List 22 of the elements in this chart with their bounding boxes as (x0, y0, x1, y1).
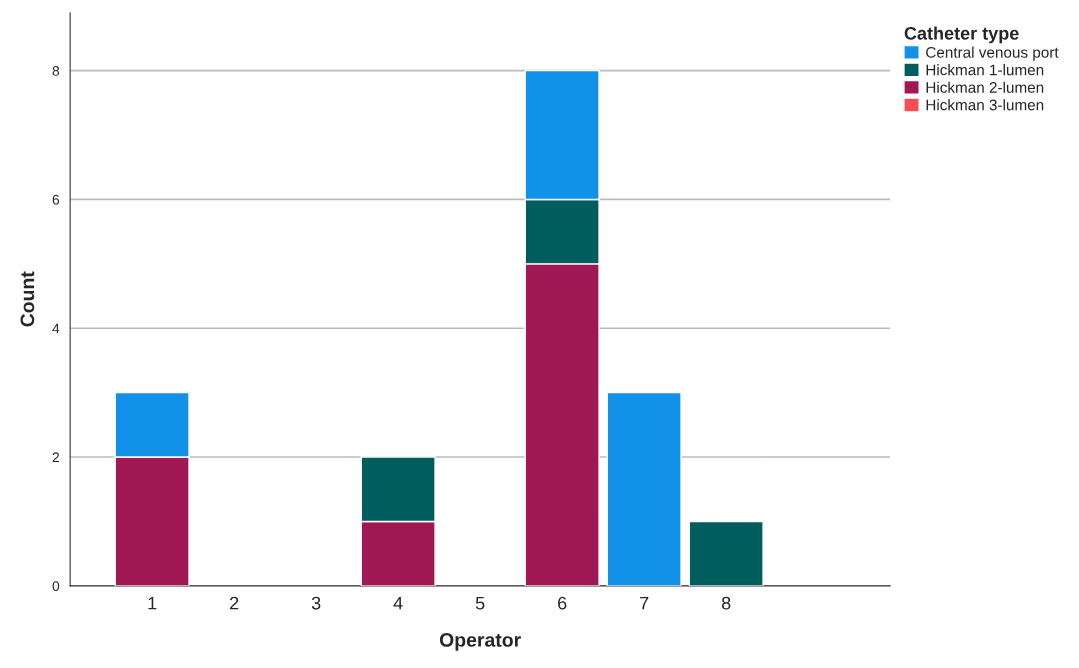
legend-label: Hickman 1-lumen (926, 64, 1044, 76)
y-tick-label: 0 (52, 581, 60, 592)
x-axis-title: Operator (439, 633, 521, 651)
y-tick-label: 4 (52, 323, 60, 334)
legend-title: Catheter type (904, 26, 1019, 44)
x-tick-label: 2 (230, 596, 239, 610)
y-tick-label: 6 (52, 194, 60, 205)
x-tick-label: 7 (640, 596, 649, 610)
bar (606, 391, 682, 586)
x-tick-label: 3 (311, 596, 321, 610)
x-tick-label: 8 (721, 596, 731, 610)
y-tick-label: 2 (52, 452, 60, 463)
bar (688, 520, 764, 586)
x-tick-label: 4 (393, 596, 403, 610)
legend-label: Central venous port (926, 46, 1059, 61)
legend-label: Hickman 3-lumen (926, 99, 1044, 111)
x-tick-label: 5 (475, 596, 485, 610)
y-tick-label: 8 (52, 65, 60, 76)
y-axis-title: Count (20, 271, 35, 327)
legend-label: Hickman 2-lumen (926, 81, 1044, 93)
x-tick-label: 6 (558, 596, 567, 610)
x-tick-label: 1 (148, 596, 157, 610)
